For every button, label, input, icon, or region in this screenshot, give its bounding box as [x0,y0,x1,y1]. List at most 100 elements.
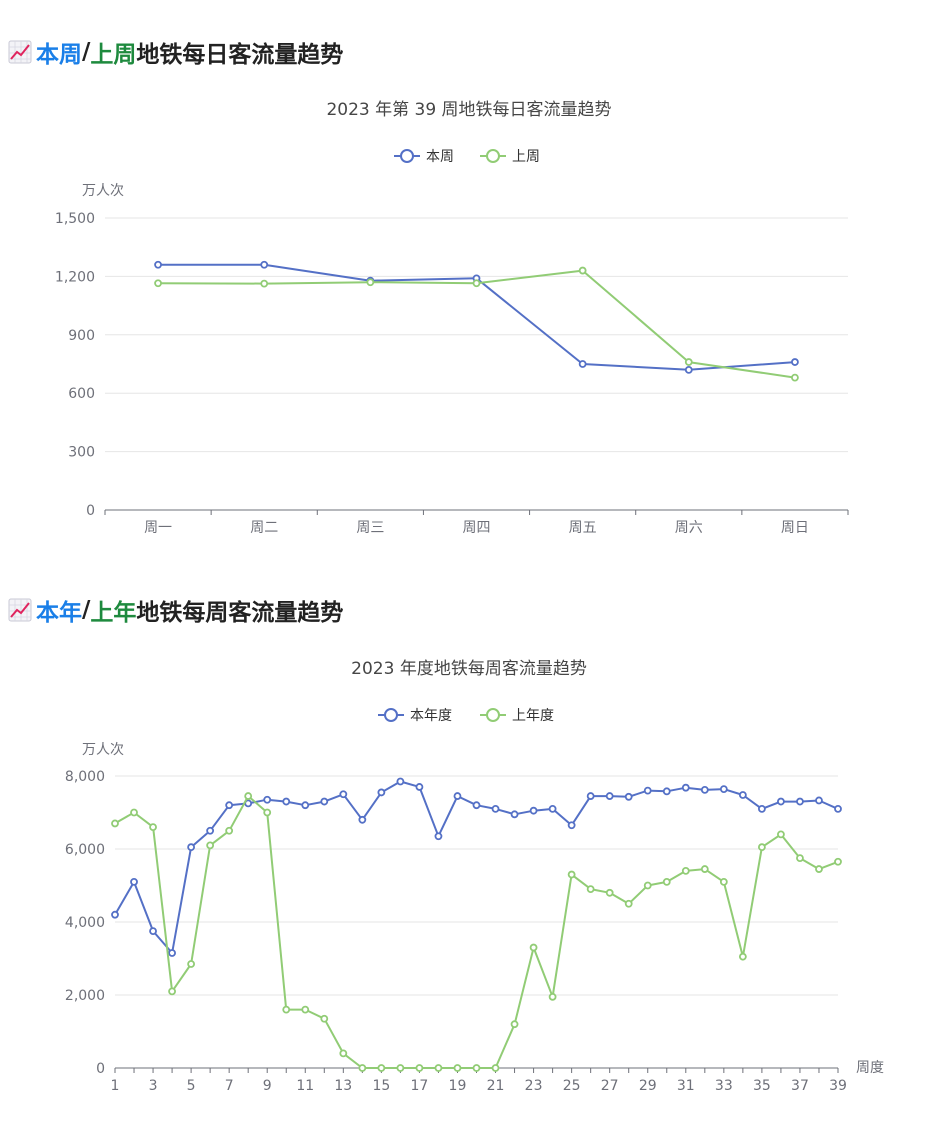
data-point-1 [578,266,587,275]
data-point-1 [586,885,595,894]
data-point-1 [339,1049,348,1058]
legend-label: 本周 [426,149,454,165]
data-point-1 [662,877,671,886]
x-tick-label: 1 [111,1078,120,1094]
y-axis-label: 万人次 [82,742,124,758]
title-this-week: 本周 [36,42,82,68]
data-point-1 [684,358,693,366]
data-point-1 [605,888,614,897]
data-point-1 [796,854,804,863]
data-point-0 [605,792,614,800]
legend-label: 上年度 [512,708,554,724]
chart-title: 2023 年第 39 周地铁每日客流量趋势 [326,100,611,120]
y-axis-label: 万人次 [82,183,124,199]
x-tick-label: 25 [563,1078,581,1094]
data-point-0 [339,790,348,799]
data-point-1 [777,830,785,839]
data-point-1 [491,1064,500,1072]
x-tick-label: 33 [715,1078,733,1094]
data-point-1 [225,826,234,835]
data-point-1 [320,1014,329,1023]
data-point-0 [154,260,162,269]
data-point-0 [548,804,557,813]
title-rest: 地铁每周客流量趋势 [136,600,344,626]
y-tick-label: 6,000 [65,842,105,858]
data-point-0 [111,910,119,919]
section-title-weekly: 本周 / 上周 地铁每日客流量趋势 [8,37,344,68]
data-point-1 [301,1005,310,1014]
data-point-0 [206,826,215,835]
y-tick-label: 4,000 [65,915,105,931]
data-point-0 [263,795,272,804]
data-point-1 [187,960,196,968]
x-tick-label: 23 [525,1078,543,1094]
y-tick-label: 0 [96,1061,105,1077]
data-point-1 [510,1020,519,1029]
data-point-0 [643,786,652,795]
legend-item-0: 本周 [394,149,454,165]
data-point-0 [396,777,405,786]
data-point-0 [738,791,747,799]
data-point-1 [472,1064,481,1072]
data-point-0 [719,785,728,794]
legend-marker [384,708,398,722]
data-point-1 [282,1005,291,1014]
data-point-1 [263,808,272,817]
data-point-1 [719,877,728,886]
data-point-0 [834,804,842,813]
data-point-0 [168,949,176,957]
data-point-0 [491,804,500,813]
x-axis-label: 周度 [856,1060,884,1076]
legend-item-1: 上年度 [480,708,554,724]
x-tick-label: 周六 [675,520,703,536]
data-point-0 [578,360,587,368]
data-point-1 [791,373,799,382]
title-last-year: 上年 [90,600,137,626]
data-point-0 [796,797,804,806]
legend-item-0: 本年度 [378,708,452,724]
data-point-0 [301,801,310,810]
legend-marker [400,149,414,163]
y-tick-label: 300 [68,445,95,461]
y-tick-label: 2,000 [65,988,105,1004]
data-point-1 [154,279,162,288]
x-tick-label: 35 [753,1078,771,1094]
data-point-1 [244,792,253,800]
data-point-1 [111,819,119,828]
data-point-0 [453,792,462,800]
data-point-0 [684,365,693,374]
data-point-1 [548,992,557,1001]
title-rest: 地铁每日客流量趋势 [136,42,344,68]
data-point-0 [777,797,785,806]
data-point-0 [472,801,481,810]
x-tick-label: 15 [372,1078,390,1094]
data-point-0 [586,792,595,800]
data-point-0 [757,804,766,813]
title-this-year: 本年 [36,600,82,626]
x-tick-label: 5 [187,1078,196,1094]
data-point-0 [791,358,799,366]
section-title-yearly: 本年 / 上年 地铁每周客流量趋势 [8,595,344,626]
data-point-0 [662,787,671,796]
data-point-0 [681,783,690,792]
y-tick-label: 1,500 [55,211,95,227]
data-point-1 [453,1064,462,1072]
data-point-1 [130,808,138,817]
data-point-1 [149,823,157,832]
data-point-0 [130,877,138,886]
data-point-1 [366,278,375,287]
chart-title: 2023 年度地铁每周客流量趋势 [351,659,587,679]
x-tick-label: 17 [411,1078,429,1094]
x-tick-label: 周五 [569,520,597,536]
series-line-1 [114,795,839,1069]
title-separator: / [82,39,91,65]
data-point-1 [472,279,481,288]
y-tick-label: 8,000 [65,769,105,785]
x-tick-label: 39 [829,1078,847,1094]
legend-item-1: 上周 [480,149,540,165]
x-tick-label: 周二 [250,520,278,536]
x-tick-label: 11 [296,1078,314,1094]
data-point-0 [510,810,519,819]
x-tick-label: 27 [601,1078,619,1094]
